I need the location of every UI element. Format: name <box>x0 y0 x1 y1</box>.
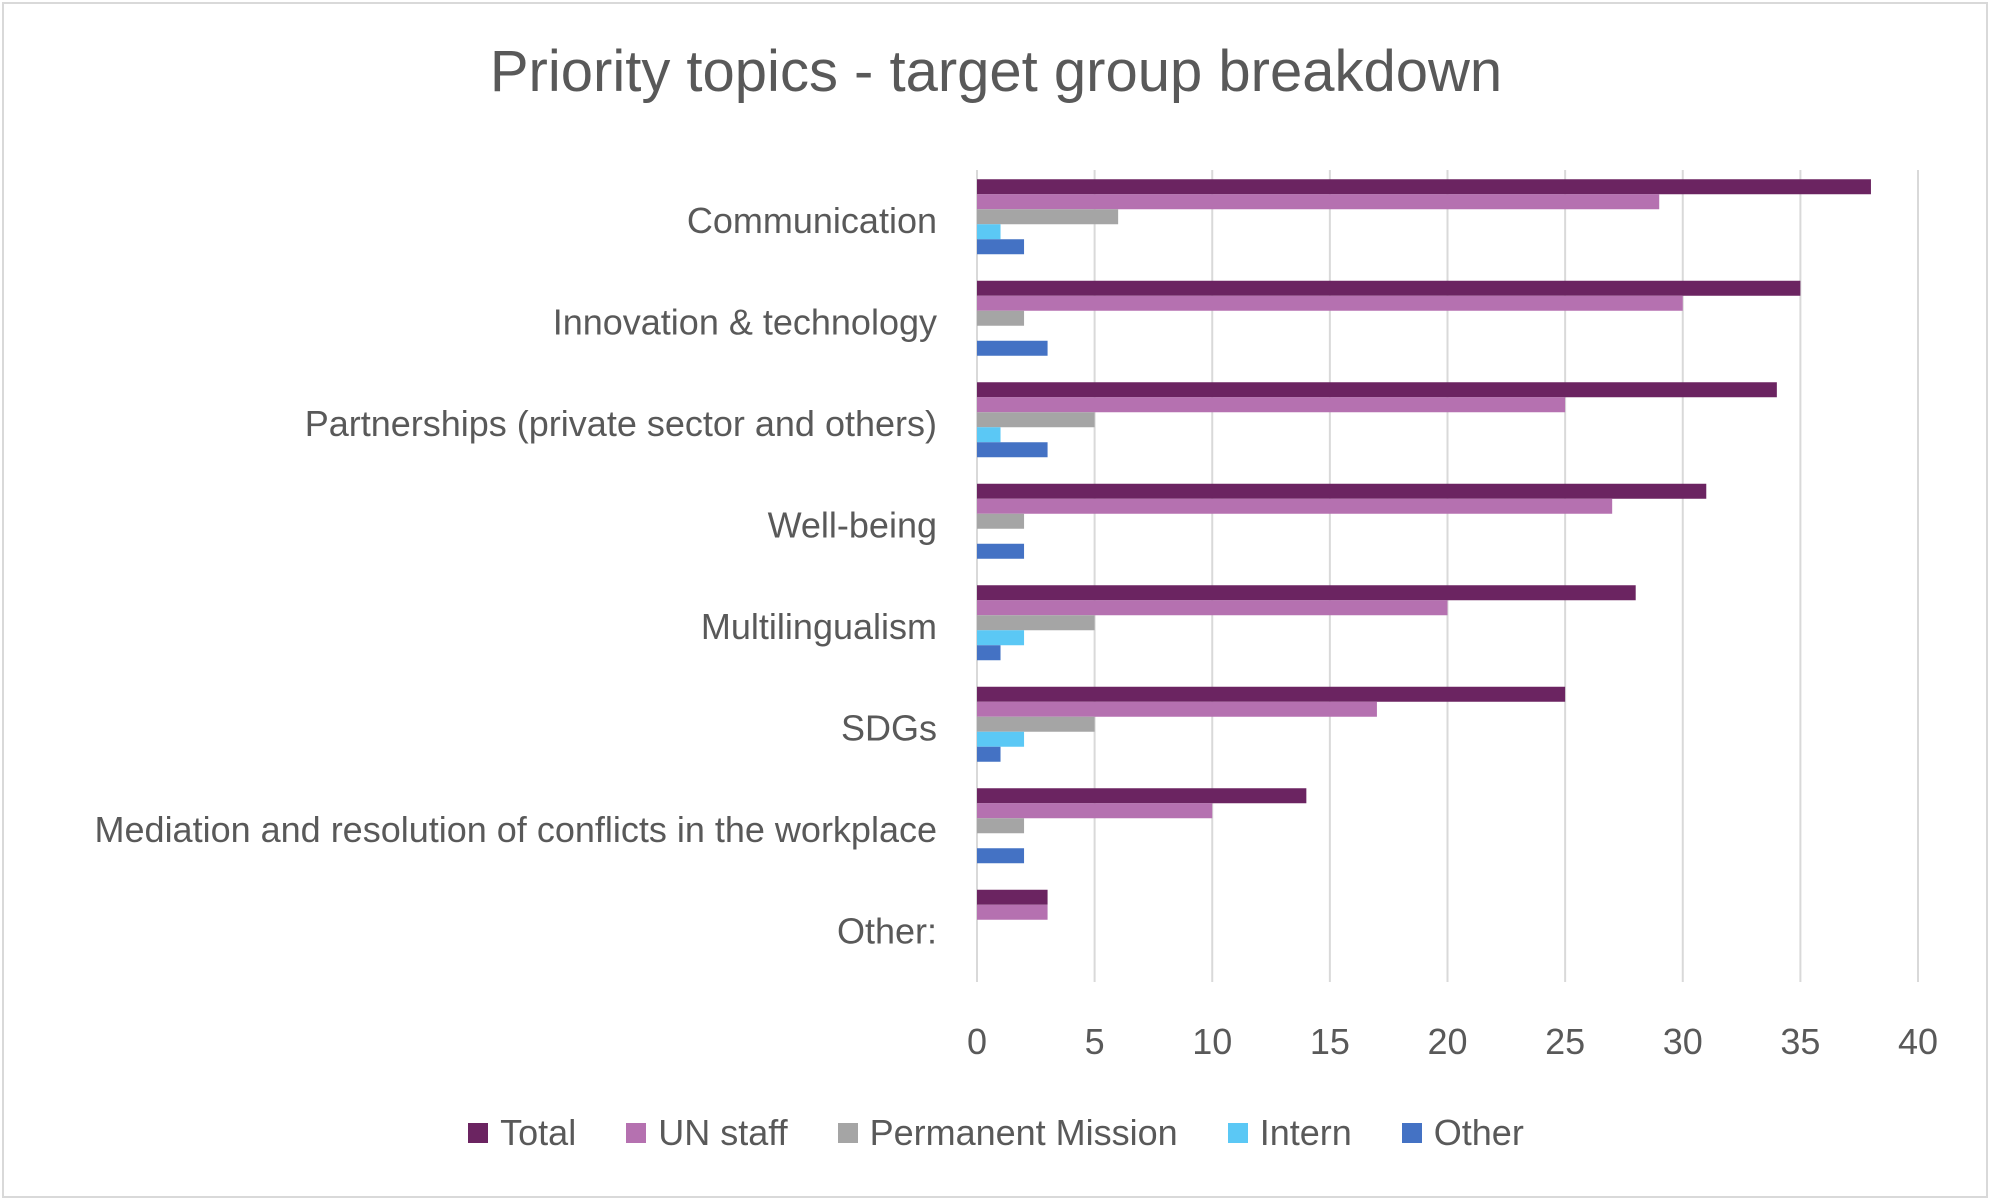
bar-other <box>977 746 1001 762</box>
bar-permanent-mission <box>977 310 1025 326</box>
category-label: Other: <box>837 910 937 951</box>
x-tick-label: 40 <box>1898 1021 1938 1062</box>
bar-permanent-mission <box>977 615 1095 631</box>
bar-permanent-mission <box>977 513 1025 529</box>
bar-un-staff <box>977 904 1048 920</box>
bar-total <box>977 686 1566 702</box>
bar-other <box>977 442 1048 458</box>
category-label: Communication <box>687 200 937 241</box>
category-label: Mediation and resolution of conflicts in… <box>95 809 937 850</box>
bar-permanent-mission <box>977 209 1119 225</box>
bar-total <box>977 585 1636 601</box>
bar-total <box>977 889 1048 905</box>
legend-swatch <box>468 1123 489 1143</box>
legend-swatch <box>626 1123 647 1143</box>
x-tick-label: 10 <box>1192 1021 1232 1062</box>
legend: Total UN staff Permanent Mission Intern Othe… <box>0 1105 1992 1161</box>
legend-label: Other <box>1433 1112 1524 1153</box>
bar-intern <box>977 427 1001 443</box>
x-tick-label: 30 <box>1663 1021 1703 1062</box>
bar-intern <box>977 224 1001 240</box>
bar-total <box>977 280 1801 296</box>
category-label: Partnerships (private sector and others) <box>305 403 937 444</box>
x-tick-label: 25 <box>1545 1021 1585 1062</box>
bar-intern <box>977 630 1025 646</box>
bar-un-staff <box>977 498 1613 514</box>
legend-swatch <box>837 1123 858 1143</box>
bar-un-staff <box>977 600 1448 616</box>
bar-un-staff <box>977 701 1377 717</box>
x-tick-label: 35 <box>1780 1021 1820 1062</box>
category-label: Multilingualism <box>701 606 937 647</box>
category-label: Well-being <box>768 504 937 545</box>
bar-un-staff <box>977 803 1213 819</box>
bar-un-staff <box>977 194 1660 210</box>
bar-intern <box>977 731 1025 747</box>
legend-item: Total <box>468 1112 576 1154</box>
bar-un-staff <box>977 295 1683 311</box>
bar-un-staff <box>977 397 1566 413</box>
category-label: SDGs <box>841 707 937 748</box>
bar-permanent-mission <box>977 818 1025 834</box>
legend-label: Permanent Mission <box>869 1112 1178 1153</box>
bar-permanent-mission <box>977 716 1095 732</box>
legend-label: Intern <box>1259 1112 1352 1153</box>
chart-title: Priority topics - target group breakdown <box>489 39 1503 104</box>
bar-other <box>977 645 1001 661</box>
legend-item: Other <box>1401 1112 1524 1154</box>
legend-item: Intern <box>1227 1112 1352 1154</box>
legend-item: Permanent Mission <box>837 1112 1178 1154</box>
legend-swatch <box>1227 1123 1248 1143</box>
bar-total <box>977 788 1307 804</box>
bar-other <box>977 340 1048 356</box>
x-tick-label: 0 <box>967 1021 987 1062</box>
bar-total <box>977 179 1871 195</box>
bar-other <box>977 543 1025 559</box>
x-tick-label: 5 <box>1085 1021 1105 1062</box>
bar-total <box>977 382 1777 398</box>
legend-label: Total <box>500 1112 577 1153</box>
bar-total <box>977 483 1707 499</box>
bar-other <box>977 239 1025 255</box>
x-tick-label: 15 <box>1310 1021 1350 1062</box>
x-tick-label: 20 <box>1427 1021 1467 1062</box>
bar-permanent-mission <box>977 412 1095 428</box>
category-label: Innovation & technology <box>553 301 937 342</box>
legend-item: UN staff <box>626 1112 788 1154</box>
legend-label: UN staff <box>658 1112 788 1153</box>
legend-swatch <box>1401 1123 1422 1143</box>
bar-other <box>977 848 1025 864</box>
